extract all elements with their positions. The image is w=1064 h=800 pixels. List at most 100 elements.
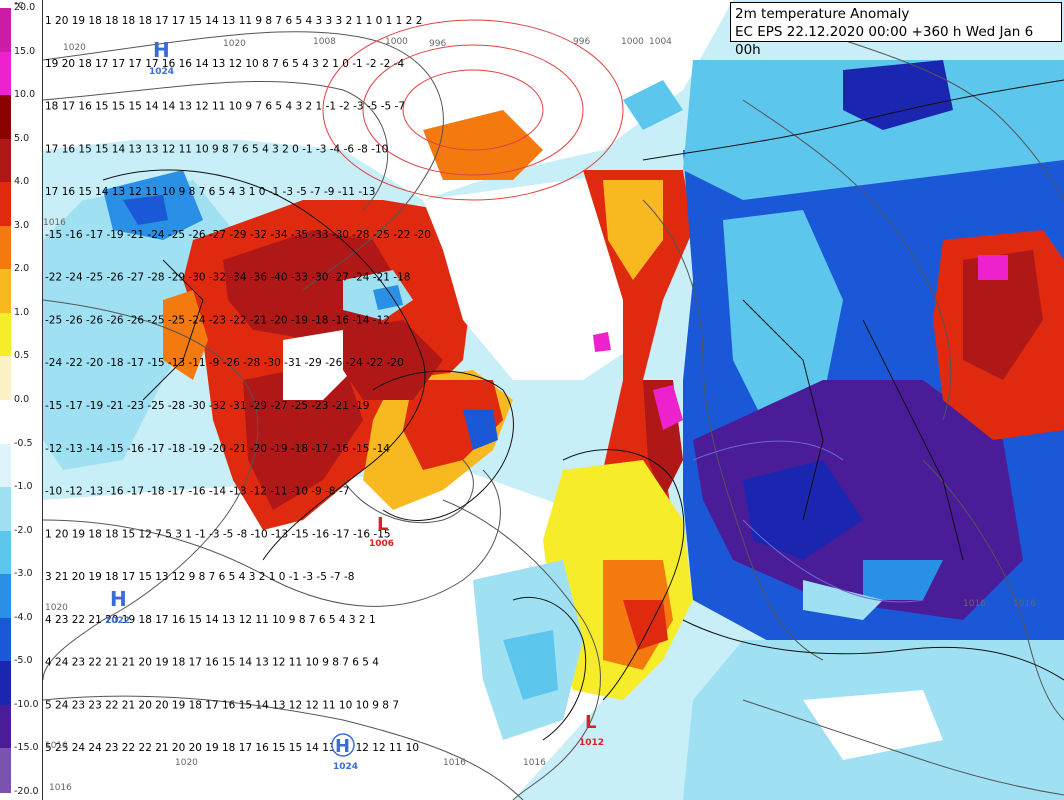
low-pressure-value: 1006 bbox=[369, 539, 394, 549]
legend-label: -2.0 bbox=[14, 524, 33, 536]
legend-label: -3.0 bbox=[14, 568, 33, 580]
grid-value-row: 4 24 23 22 21 21 20 19 18 17 16 15 14 13… bbox=[45, 657, 379, 669]
legend-swatch bbox=[0, 8, 11, 53]
high-pressure-center: H 1024 bbox=[149, 38, 174, 77]
grid-value-row: 18 17 16 15 15 15 14 14 13 12 11 10 9 7 … bbox=[45, 101, 405, 113]
isobar-line bbox=[642, 199, 824, 661]
east-siberia-cold-spot bbox=[843, 60, 953, 130]
isobar-line bbox=[43, 299, 259, 681]
coastline bbox=[642, 79, 1064, 161]
legend-swatch bbox=[0, 225, 11, 271]
coastline bbox=[562, 449, 685, 701]
low-pressure-symbol: L bbox=[377, 514, 388, 535]
high-pressure-center: H 1024 bbox=[331, 733, 358, 772]
legend-label: -1.0 bbox=[14, 481, 33, 493]
grid-value-row: -22 -24 -25 -26 -27 -28 -29 -30 -32 -34 … bbox=[45, 272, 410, 284]
legend-label: 2.0 bbox=[14, 263, 30, 275]
baffin-warm-core bbox=[343, 320, 443, 400]
scandinavia-extreme-warm-spot bbox=[653, 385, 683, 430]
isobar-label: 1020 bbox=[45, 603, 68, 613]
isobar-label: 1016 bbox=[1013, 599, 1036, 609]
chukotka-cool-patch bbox=[623, 80, 683, 130]
high-pressure-value: 1024 bbox=[333, 762, 358, 772]
legend-label: -5.0 bbox=[14, 655, 33, 667]
isobar-label: 1020 bbox=[63, 43, 86, 53]
high-pressure-symbol: H bbox=[153, 38, 170, 62]
legend-label: 10.0 bbox=[14, 89, 36, 101]
arctic-archipelago-cold-spot bbox=[373, 285, 403, 310]
isobar-label: 1020 bbox=[223, 39, 246, 49]
alaska-deep-cold bbox=[123, 195, 168, 225]
color-scale-legend: °C 20.0 15.0 10.0 5.0 4.0 3.0 2.0 1.0 0.5 0.0 -0.5… bbox=[0, 0, 43, 800]
isobar-label: 1016 bbox=[45, 741, 68, 751]
isobar-loop bbox=[402, 69, 544, 151]
map-title: 2m temperature Anomaly bbox=[735, 6, 910, 22]
grid-value-row: 5 25 24 24 23 22 22 21 20 20 19 18 17 16… bbox=[45, 742, 419, 754]
high-pressure-value: 1022 bbox=[105, 616, 130, 626]
coastline bbox=[512, 596, 587, 741]
atlantic-neutral-zone bbox=[43, 470, 643, 800]
isobar-line bbox=[43, 695, 524, 800]
high-pressure-symbol: H bbox=[335, 736, 350, 757]
isobar-line bbox=[342, 459, 474, 524]
legend-label: 0.0 bbox=[14, 394, 30, 405]
legend-label: 1.0 bbox=[14, 306, 30, 318]
isobar-labels: 1020 1020 1008 1000 996 996 1000 1004 10… bbox=[43, 37, 1036, 793]
high-pressure-symbol: H bbox=[110, 587, 127, 611]
legend-swatch bbox=[0, 312, 11, 358]
legend-label: 0.5 bbox=[14, 350, 30, 362]
isobar-label: 1000 bbox=[621, 37, 644, 47]
grid-value-row: -15 -16 -17 -19 -21 -24 -25 -26 -27 -29 … bbox=[45, 229, 431, 241]
legend-swatch bbox=[0, 487, 11, 532]
legend-swatch bbox=[0, 661, 11, 706]
low-pressure-center: L 1012 bbox=[579, 712, 604, 748]
isobar-label: 1016 bbox=[523, 758, 546, 768]
legend-label: 3.0 bbox=[14, 219, 30, 231]
iberia-cool-core bbox=[503, 630, 558, 700]
isobar-label: 996 bbox=[429, 39, 446, 49]
barents-kara-warm-band bbox=[583, 170, 693, 560]
coastline bbox=[102, 169, 426, 561]
isobar-label: 996 bbox=[573, 37, 590, 47]
grid-value-row: 1 20 19 18 18 18 18 17 17 15 14 13 11 9 … bbox=[45, 15, 422, 27]
greenland-cold-spot bbox=[463, 410, 498, 450]
coastline bbox=[372, 370, 514, 521]
east-siberia-warm-core bbox=[963, 250, 1043, 380]
legend-label: -0.5 bbox=[14, 437, 33, 449]
legend-label: 5.0 bbox=[14, 132, 30, 144]
isobar-label: 1020 bbox=[175, 758, 198, 768]
legend-label: -4.0 bbox=[14, 611, 33, 623]
grid-values: 1 20 19 18 18 18 18 17 17 15 14 13 11 9 … bbox=[45, 15, 431, 754]
isobar-line bbox=[442, 499, 601, 800]
legend-label: -20.0 bbox=[14, 786, 39, 797]
map-subtitle: EC EPS 22.12.2020 00:00 +360 h Wed Jan 6… bbox=[735, 24, 1034, 58]
legend-swatch bbox=[0, 574, 11, 619]
isobar-line bbox=[742, 699, 1064, 796]
high-pressure-contours bbox=[692, 440, 924, 603]
isobar-loop bbox=[322, 19, 624, 201]
grid-value-row: 17 16 15 14 13 12 11 10 9 8 7 6 5 4 3 1 … bbox=[45, 186, 375, 198]
isobar-loop bbox=[362, 44, 584, 176]
legend-swatch bbox=[0, 51, 11, 97]
border-line bbox=[862, 319, 964, 561]
temperature-anomaly-map: 1 20 19 18 18 18 18 17 17 15 14 13 11 9 … bbox=[43, 0, 1064, 800]
isobar-label: 1016 bbox=[963, 599, 986, 609]
border-line bbox=[142, 259, 204, 401]
isobar-contours bbox=[43, 31, 1064, 800]
prairies-warm-edge bbox=[163, 290, 208, 380]
legend-swatch bbox=[0, 530, 11, 576]
legend-label: 4.0 bbox=[14, 176, 30, 188]
grid-value-row: 3 21 20 19 18 17 15 13 12 9 8 7 6 5 4 3 … bbox=[45, 571, 354, 583]
caspian-cool-patch bbox=[803, 580, 883, 620]
grid-value-row: 1 20 19 18 18 15 12 7 5 3 1 -1 -3 -5 -8 … bbox=[45, 528, 391, 540]
isobar-line bbox=[922, 459, 1064, 721]
greenland-warm-core bbox=[403, 380, 503, 470]
high-pressure-center: H 1022 bbox=[105, 587, 130, 626]
grid-value-row: -24 -22 -20 -18 -17 -15 -13 -11 -9 -26 -… bbox=[45, 357, 404, 369]
grid-value-row: 19 20 18 17 17 17 17 16 16 14 13 12 10 8… bbox=[45, 58, 404, 70]
high-pressure-ring bbox=[331, 733, 355, 757]
isobar-label: 1000 bbox=[385, 37, 408, 47]
middle-east-neutral-zone bbox=[803, 690, 943, 760]
isobar-line bbox=[43, 80, 389, 211]
grid-value-row: -25 -26 -26 -26 -26 -25 -25 -24 -23 -22 … bbox=[45, 314, 390, 326]
